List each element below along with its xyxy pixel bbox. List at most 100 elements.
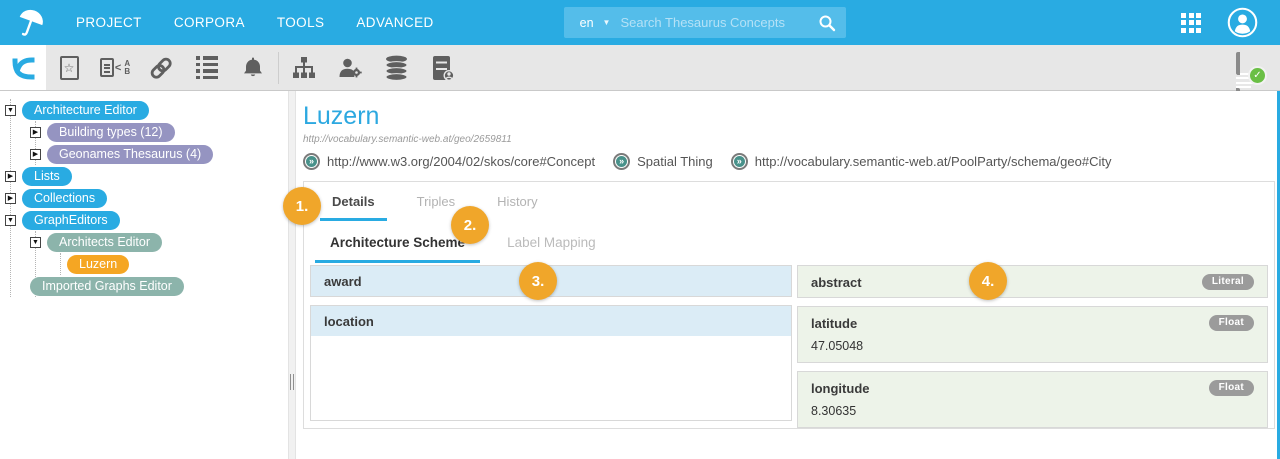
- list-icon[interactable]: [184, 45, 230, 90]
- main-panel: Luzern http://vocabulary.semantic-web.at…: [283, 91, 1280, 459]
- fields-column-right: abstract Literal latitude Float 47.05048: [797, 265, 1268, 436]
- field-value: 47.05048: [811, 339, 864, 353]
- field-header[interactable]: latitude Float: [798, 307, 1267, 338]
- right-accent-bar: [1277, 91, 1280, 459]
- menu-corpora[interactable]: CORPORA: [173, 15, 245, 30]
- type-label: http://www.w3.org/2004/02/skos/core#Conc…: [327, 154, 596, 169]
- tree-item-grapheditors[interactable]: ▼ GraphEditors: [5, 209, 288, 231]
- tab-triples[interactable]: Triples: [416, 194, 456, 209]
- server-user-icon[interactable]: [419, 45, 465, 90]
- search-icon[interactable]: [818, 14, 836, 32]
- user-avatar-icon[interactable]: [1227, 7, 1258, 38]
- tree-item-geonames-thesaurus[interactable]: ▶ Geonames Thesaurus (4): [30, 143, 288, 165]
- tab-details[interactable]: Details: [320, 194, 387, 221]
- main-menu: PROJECT CORPORA TOOLS ADVANCED: [76, 15, 434, 30]
- type-chip-city[interactable]: » http://vocabulary.semantic-web.at/Pool…: [730, 153, 1112, 170]
- search-bar: en ▼: [563, 7, 846, 38]
- annotation-badge-2: 2.: [451, 206, 489, 244]
- document-star-icon[interactable]: ☆: [46, 45, 92, 90]
- details-container: Details Triples History Architecture Sch…: [303, 181, 1275, 429]
- language-caret-icon[interactable]: ▼: [602, 18, 611, 27]
- annotation-badge-3: 3.: [519, 262, 557, 300]
- expand-icon[interactable]: ▶: [5, 170, 16, 182]
- tree-item-luzern-selected[interactable]: Luzern: [55, 253, 288, 275]
- tree-item-collections[interactable]: ▶ Collections: [5, 187, 288, 209]
- field-label: latitude: [811, 315, 858, 331]
- link-icon[interactable]: [138, 45, 184, 90]
- tree-item-imported-graphs-editor[interactable]: Imported Graphs Editor: [30, 275, 288, 297]
- tree-pill[interactable]: Geonames Thesaurus (4): [47, 144, 214, 164]
- field-abstract[interactable]: abstract Literal: [797, 265, 1268, 298]
- tree-pill[interactable]: Building types (12): [47, 122, 175, 142]
- type-chip-concept[interactable]: » http://www.w3.org/2004/02/skos/core#Co…: [303, 153, 595, 170]
- apps-grid-icon[interactable]: [1181, 12, 1201, 33]
- tree-pill[interactable]: Architects Editor: [47, 232, 163, 252]
- field-longitude[interactable]: longitude Float 8.30635: [797, 371, 1268, 428]
- fields-area: award location abstract Literal: [304, 263, 1274, 436]
- chevrons-badge-icon: »: [303, 153, 320, 170]
- collapse-icon[interactable]: ▼: [5, 214, 16, 226]
- language-selector[interactable]: en: [579, 15, 594, 30]
- toolbar-divider: [278, 51, 279, 84]
- expand-icon[interactable]: ▶: [30, 126, 41, 138]
- tree-pill[interactable]: Architecture Editor: [22, 100, 149, 120]
- database-icon[interactable]: [373, 45, 419, 90]
- tab-history[interactable]: History: [497, 194, 538, 209]
- top-navbar: PROJECT CORPORA TOOLS ADVANCED en ▼: [0, 0, 1280, 45]
- type-badges-row: » http://www.w3.org/2004/02/skos/core#Co…: [303, 153, 1280, 170]
- tree-pill-selected[interactable]: Luzern: [67, 254, 130, 274]
- collapse-icon[interactable]: ▼: [5, 104, 16, 116]
- type-label: Spatial Thing: [637, 154, 713, 169]
- splitter-handle-icon[interactable]: [290, 374, 294, 390]
- tree-item-architecture-editor[interactable]: ▼ Architecture Editor: [5, 99, 288, 121]
- tree-root: ▼ Architecture Editor ▶ Building types (…: [5, 99, 288, 297]
- check-icon: ✓: [1248, 65, 1267, 85]
- field-header[interactable]: longitude Float: [798, 372, 1267, 403]
- field-latitude[interactable]: latitude Float 47.05048: [797, 306, 1268, 363]
- field-header[interactable]: abstract Literal: [798, 266, 1267, 297]
- panel-splitter[interactable]: [288, 91, 296, 459]
- tree-pill[interactable]: Lists: [22, 166, 72, 186]
- navbar-right: [1181, 7, 1280, 38]
- status-check-icon[interactable]: ✓: [1236, 51, 1267, 111]
- datatype-badge: Literal: [1201, 274, 1254, 290]
- user-settings-icon[interactable]: [327, 45, 373, 90]
- field-location[interactable]: location: [310, 305, 792, 421]
- type-label: http://vocabulary.semantic-web.at/PoolPa…: [754, 154, 1112, 169]
- tree-pill[interactable]: Imported Graphs Editor: [30, 276, 184, 296]
- field-label: award: [324, 274, 362, 289]
- field-label: location: [324, 314, 374, 329]
- expand-icon[interactable]: ▶: [30, 148, 41, 160]
- subtab-label-mapping[interactable]: Label Mapping: [507, 235, 596, 250]
- tabs: Details Triples History: [304, 182, 1274, 221]
- collapse-icon[interactable]: ▼: [30, 236, 41, 248]
- umbrella-icon: [19, 9, 43, 36]
- annotation-badge-1: 1.: [283, 187, 321, 225]
- tree-item-lists[interactable]: ▶ Lists: [5, 165, 288, 187]
- datatype-badge: Float: [1208, 315, 1254, 331]
- concept-tree-icon[interactable]: [0, 45, 46, 90]
- expand-icon[interactable]: ▶: [5, 192, 16, 204]
- tree-pill[interactable]: GraphEditors: [22, 210, 120, 230]
- tree-item-building-types[interactable]: ▶ Building types (12): [30, 121, 288, 143]
- chevrons-badge-icon: »: [613, 153, 631, 170]
- concept-uri: http://vocabulary.semantic-web.at/geo/26…: [303, 134, 512, 145]
- org-chart-icon[interactable]: [281, 45, 327, 90]
- field-label: longitude: [811, 380, 870, 396]
- subtab-architecture-scheme[interactable]: Architecture Scheme: [315, 235, 481, 263]
- menu-advanced[interactable]: ADVANCED: [356, 15, 434, 30]
- field-header[interactable]: location: [311, 306, 791, 336]
- concept-tree-panel: ▼ Architecture Editor ▶ Building types (…: [0, 91, 288, 459]
- menu-project[interactable]: PROJECT: [76, 15, 142, 30]
- poolparty-logo[interactable]: [0, 7, 62, 39]
- content-area: ▼ Architecture Editor ▶ Building types (…: [0, 91, 1280, 459]
- menu-tools[interactable]: TOOLS: [276, 15, 325, 30]
- search-input[interactable]: [620, 15, 818, 30]
- type-chip-spatial-thing[interactable]: » Spatial Thing: [613, 153, 713, 170]
- tree-pill[interactable]: Collections: [22, 188, 108, 208]
- field-label: abstract: [811, 274, 862, 290]
- tree-item-architects-editor[interactable]: ▼ Architects Editor: [30, 231, 288, 253]
- bell-icon[interactable]: [230, 45, 276, 90]
- chevrons-badge-icon: »: [730, 153, 748, 170]
